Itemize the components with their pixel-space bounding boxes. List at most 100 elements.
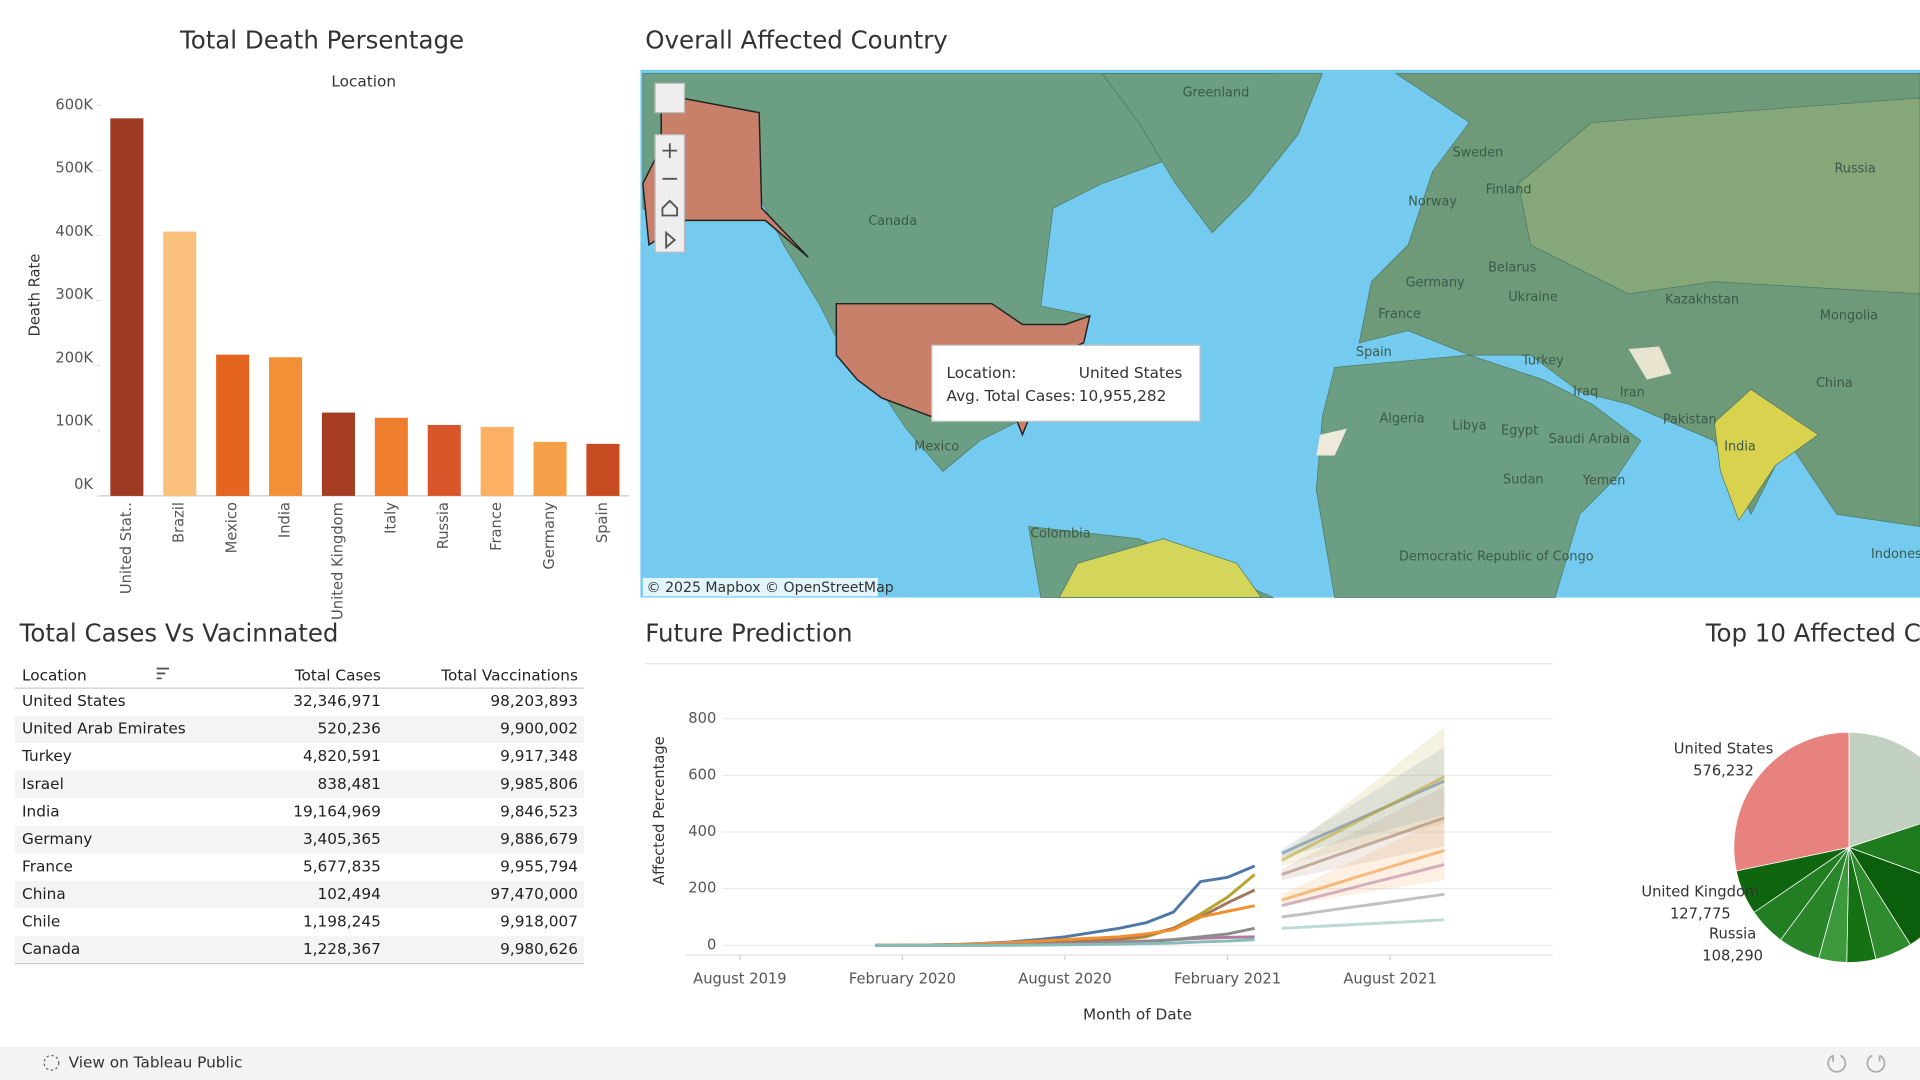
pie-value-label: 127,775 (1670, 905, 1731, 922)
x-tick-label: Mexico (224, 502, 241, 553)
table-cell: United States (22, 692, 126, 710)
y-axis-title: Death Rate (27, 254, 44, 337)
row-band (14, 881, 585, 909)
tableau-icon (43, 1054, 60, 1071)
table-cell: 9,985,806 (500, 775, 578, 793)
tooltip-value: 10,955,282 (1079, 387, 1167, 405)
map-label: Norway (1408, 195, 1457, 210)
map-label: Canada (868, 214, 917, 229)
pie-label: United Kingdom (1641, 883, 1759, 900)
y-tick-label: 400K (55, 223, 93, 240)
forecast-line (1281, 775, 1445, 862)
table-cell: 97,470,000 (490, 885, 578, 903)
chart-title: Top 10 Affected Co (1705, 618, 1920, 647)
bar (480, 426, 514, 496)
forecast-band (1281, 817, 1445, 906)
tooltip-key: Avg. Total Cases: (947, 387, 1076, 405)
x-tick-label: Spain (594, 502, 611, 543)
table-cell: 9,980,626 (500, 940, 578, 958)
table-cell: 9,917,348 (500, 747, 578, 765)
table-cell: 520,236 (318, 720, 381, 738)
map-label: Germany (1406, 275, 1465, 290)
row-band (14, 825, 585, 854)
table-cell: 9,900,002 (500, 720, 578, 738)
map-title: Overall Affected Country (645, 26, 948, 55)
bar (269, 357, 303, 496)
table-cell: United Arab Emirates (22, 720, 186, 738)
table-cell: France (22, 857, 73, 875)
map-label: Saudi Arabia (1549, 432, 1631, 447)
pie-slice (1848, 846, 1920, 946)
row-band (14, 936, 585, 964)
pie-value-label: 576,232 (1693, 763, 1754, 780)
bar (321, 412, 355, 496)
map-label: Mongolia (1820, 308, 1878, 323)
undo-redo[interactable] (1827, 1054, 1886, 1073)
y-tick-label: 400 (688, 823, 716, 840)
map-label: Greenland (1183, 86, 1250, 101)
map-label: Finland (1486, 182, 1532, 197)
bar (110, 118, 144, 496)
x-tick-label: August 2021 (1343, 971, 1436, 988)
y-tick-label: 600K (55, 96, 93, 113)
x-tick-label: United Kingdom (329, 502, 346, 620)
x-tick-label: August 2019 (693, 971, 786, 988)
table-cell: 32,346,971 (293, 692, 381, 710)
x-tick-label: France (488, 502, 505, 551)
forecast-line (1281, 849, 1445, 902)
sort-icon[interactable] (156, 667, 169, 680)
pie-label: Russia (1709, 925, 1756, 942)
pie-slice (1733, 731, 1850, 872)
map-label: Yemen (1582, 474, 1626, 489)
bar (216, 354, 250, 496)
column-header: Total Cases (294, 666, 381, 684)
table-cell: 9,955,794 (500, 857, 578, 875)
map-label: India (1724, 439, 1756, 454)
brazil (1058, 538, 1262, 598)
table-cell: India (22, 802, 60, 820)
table-cell: 1,228,367 (303, 940, 381, 958)
table: Total Cases Vs Vacinnated Location Total … (14, 618, 585, 965)
map-controls (654, 82, 686, 253)
map-label: Kazakhstan (1665, 293, 1739, 308)
map-label: Colombia (1030, 526, 1090, 541)
map-label: Libya (1452, 419, 1486, 434)
map: Overall Affected Country Greenland Canad… (640, 26, 1920, 598)
forecast-line (1281, 779, 1445, 855)
map-label: Belarus (1488, 261, 1537, 276)
greenland (1101, 73, 1323, 234)
map-label: China (1816, 376, 1853, 391)
tooltip-value: United States (1079, 364, 1183, 382)
western-sahara (1316, 428, 1347, 456)
x-tick-label: United Stat.. (118, 502, 135, 594)
column-header: Total Vaccinations (440, 666, 578, 684)
map-label: Sudan (1503, 473, 1543, 488)
x-tick-label: Brazil (171, 502, 188, 543)
table-cell: Canada (22, 940, 80, 958)
chart-title: Future Prediction (645, 618, 852, 647)
attribution-bg (642, 577, 878, 597)
forecast-line (1281, 892, 1445, 919)
search-button[interactable] (654, 82, 686, 114)
bar (533, 441, 567, 496)
map-label: Algeria (1379, 411, 1424, 426)
bar (586, 443, 620, 496)
y-tick-label: 200 (688, 880, 716, 897)
row-band (14, 770, 585, 799)
x-axis-title: Month of Date (1083, 1006, 1192, 1024)
attribution[interactable]: © 2025 Mapbox © OpenStreetMap (647, 580, 894, 596)
x-tick-label: India (277, 502, 294, 538)
table-cell: Israel (22, 775, 64, 793)
row-band (14, 715, 585, 744)
y-tick-label: 600 (688, 766, 716, 783)
table-cell: 9,886,679 (500, 830, 578, 848)
tooltip: Location: United States Avg. Total Cases… (931, 344, 1201, 422)
y-tick-label: 500K (55, 160, 93, 177)
footer-link[interactable]: View on Tableau Public (69, 1053, 243, 1071)
x-tick-label: August 2020 (1018, 971, 1111, 988)
column-header: Location (22, 666, 87, 684)
footer-bar (0, 1046, 1920, 1080)
forecast-line (1281, 918, 1445, 930)
table-cell: Chile (22, 913, 60, 931)
